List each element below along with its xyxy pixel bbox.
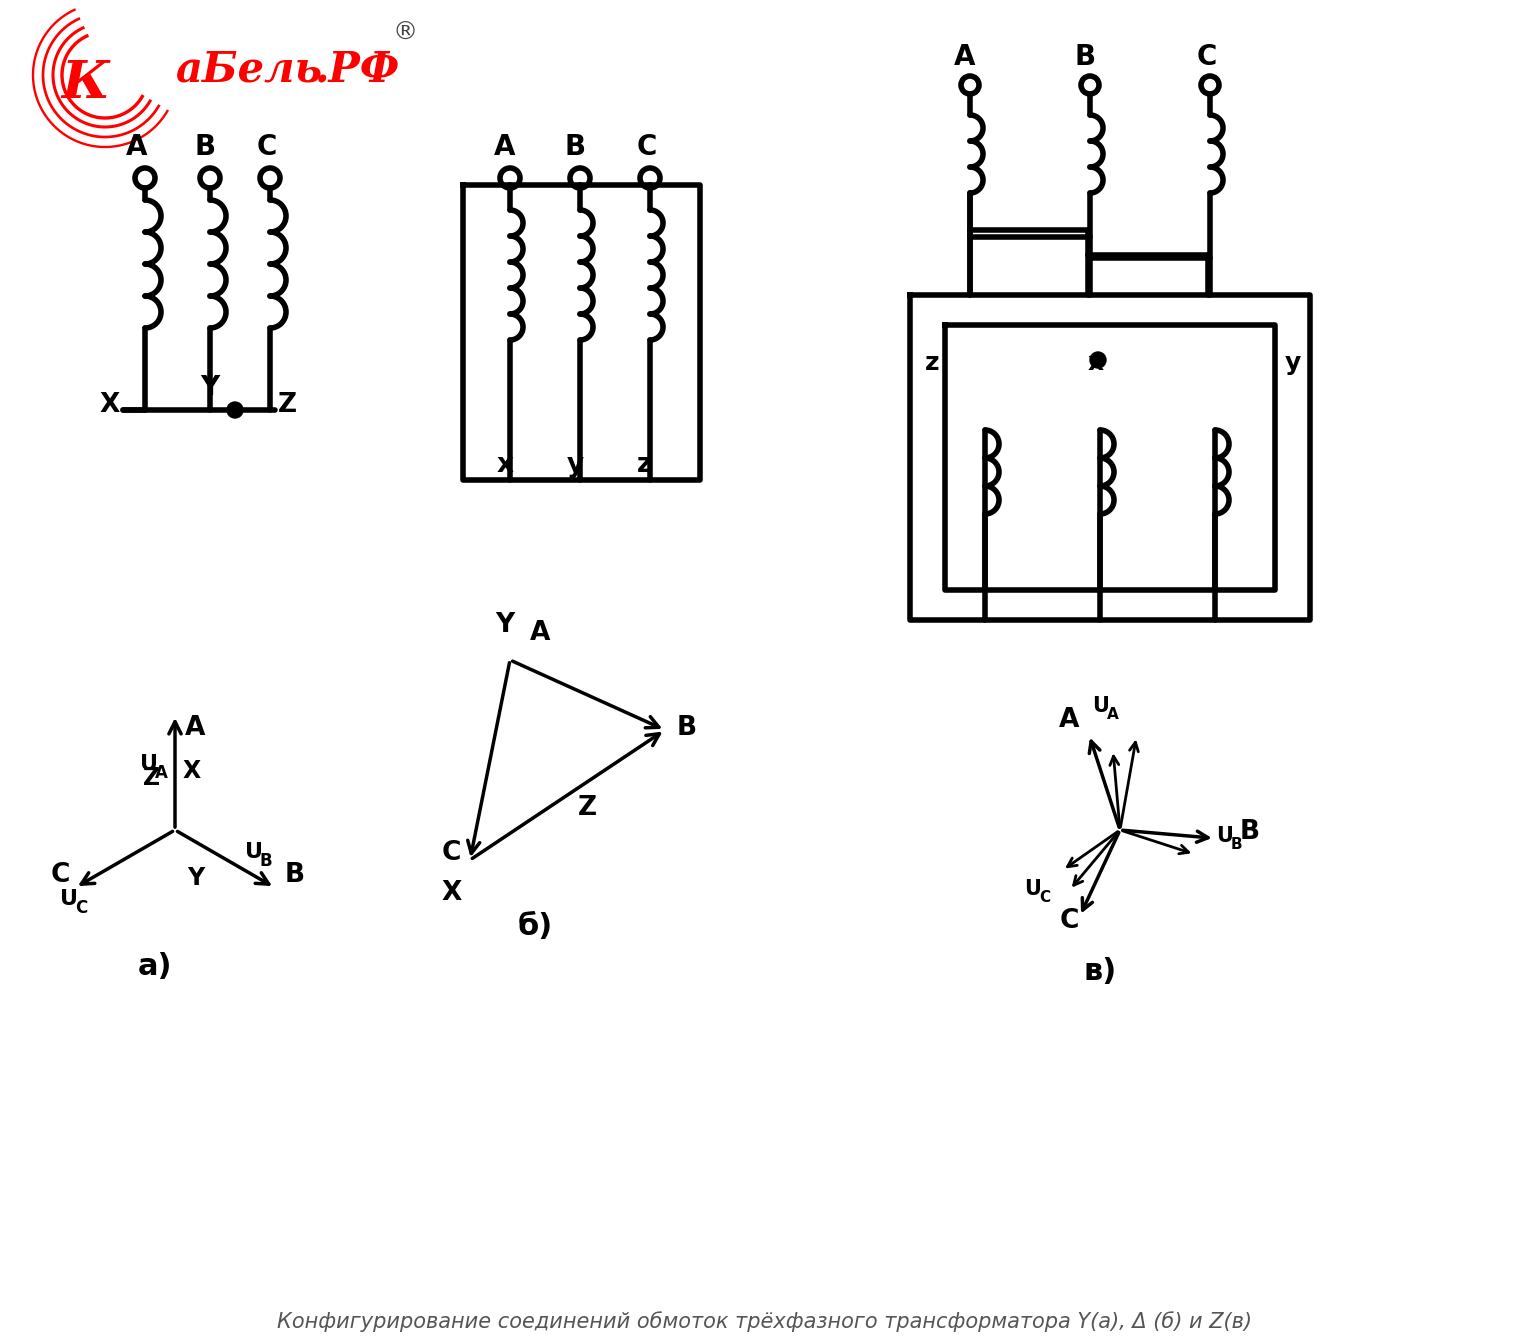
Text: A: A bbox=[529, 620, 551, 646]
Text: C: C bbox=[75, 899, 87, 917]
Text: C: C bbox=[442, 840, 462, 866]
Text: U: U bbox=[141, 754, 158, 774]
Text: A: A bbox=[1106, 707, 1118, 722]
Text: z: z bbox=[638, 452, 653, 478]
Text: y: y bbox=[1285, 352, 1300, 374]
Text: U: U bbox=[245, 841, 263, 862]
Text: A: A bbox=[155, 764, 168, 782]
Text: Y: Y bbox=[187, 866, 203, 890]
Text: B: B bbox=[1074, 43, 1095, 71]
Text: C: C bbox=[1059, 909, 1079, 934]
Text: x: x bbox=[1088, 352, 1105, 374]
Text: U: U bbox=[1216, 827, 1233, 847]
Text: Y: Y bbox=[496, 612, 514, 637]
Text: Y: Y bbox=[200, 374, 219, 401]
Text: Z: Z bbox=[278, 392, 297, 417]
Text: C: C bbox=[50, 863, 70, 888]
Text: X: X bbox=[184, 760, 202, 782]
Text: К: К bbox=[61, 58, 109, 109]
Text: б): б) bbox=[517, 913, 552, 941]
Text: ®: ® bbox=[393, 21, 418, 46]
Text: A: A bbox=[494, 133, 516, 161]
Text: C: C bbox=[1039, 890, 1050, 905]
Text: U: U bbox=[60, 888, 78, 909]
Text: X: X bbox=[442, 880, 462, 906]
Text: y: y bbox=[566, 452, 583, 478]
Text: B: B bbox=[194, 133, 216, 161]
Text: а): а) bbox=[138, 951, 173, 981]
Text: B: B bbox=[676, 715, 698, 741]
Circle shape bbox=[1089, 352, 1106, 368]
Text: B: B bbox=[565, 133, 586, 161]
Text: B: B bbox=[260, 852, 272, 870]
Text: C: C bbox=[1196, 43, 1218, 71]
Text: Z: Z bbox=[142, 766, 161, 790]
Text: в): в) bbox=[1083, 957, 1117, 986]
Text: A: A bbox=[185, 715, 205, 741]
Text: x: x bbox=[497, 452, 514, 478]
Text: z: z bbox=[926, 352, 939, 374]
Text: C: C bbox=[636, 133, 658, 161]
Text: B: B bbox=[285, 863, 304, 888]
Text: Z: Z bbox=[577, 794, 597, 821]
Text: Конфигурирование соединений обмоток трёхфазного трансформатора Y(а), Δ (б) и Z(в: Конфигурирование соединений обмоток трёх… bbox=[277, 1311, 1253, 1333]
Text: X: X bbox=[99, 392, 121, 417]
Text: B: B bbox=[1239, 820, 1259, 845]
Text: аБель: аБель bbox=[174, 50, 323, 91]
Circle shape bbox=[226, 403, 243, 417]
Text: U: U bbox=[1024, 879, 1040, 899]
Text: U: U bbox=[1091, 696, 1109, 717]
Text: A: A bbox=[1059, 707, 1079, 733]
Text: B: B bbox=[1230, 837, 1242, 852]
Text: A: A bbox=[955, 43, 976, 71]
Text: .РФ: .РФ bbox=[315, 50, 401, 91]
Text: C: C bbox=[257, 133, 277, 161]
Text: A: A bbox=[127, 133, 148, 161]
